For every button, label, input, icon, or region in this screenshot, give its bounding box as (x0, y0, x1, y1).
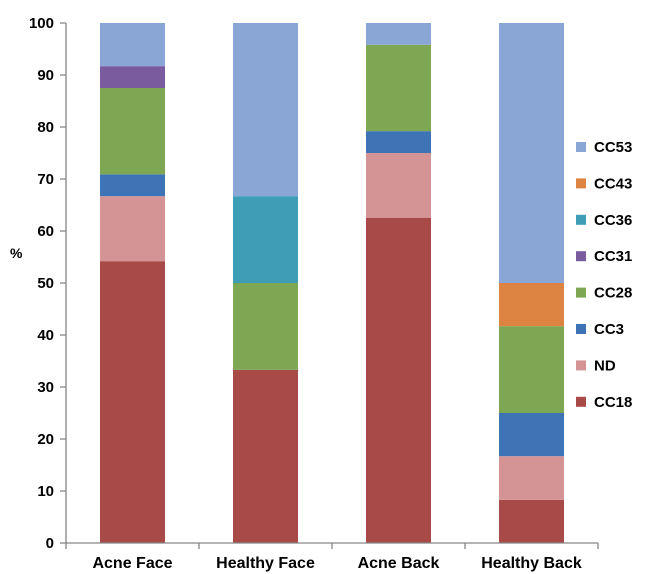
legend-label-cc43: CC43 (594, 175, 632, 192)
y-tick-label: 100 (29, 15, 54, 32)
legend-label-cc18: CC18 (594, 394, 632, 411)
bar-segment-cc28 (499, 326, 564, 413)
bar-segment-cc53 (366, 23, 431, 45)
bar-segment-nd (499, 456, 564, 500)
bar-segment-cc28 (366, 44, 431, 132)
y-tick-label: 10 (37, 483, 54, 500)
x-category-label: Acne Back (358, 555, 440, 572)
bar-segment-nd (366, 153, 431, 218)
legend-swatch-cc28 (576, 287, 586, 298)
legend-label-nd: ND (594, 357, 616, 374)
bar-segment-cc18 (233, 369, 298, 543)
legend-swatch-cc31 (576, 251, 586, 262)
y-tick-label: 50 (37, 275, 54, 292)
legend-swatch-cc53 (576, 142, 586, 152)
y-tick-label: 30 (37, 379, 54, 396)
bar-segment-cc43 (499, 283, 564, 327)
y-tick-label: 90 (37, 67, 54, 84)
y-axis: 0 10 20 30 40 50 60 70 80 90 100 (29, 15, 67, 552)
y-tick-label: 40 (37, 327, 54, 344)
legend-swatch-nd (576, 360, 586, 371)
bar-segment-cc36 (233, 196, 298, 283)
bar-segment-cc18 (366, 218, 431, 543)
bars (100, 23, 564, 543)
x-category-label: Acne Face (92, 555, 172, 572)
y-axis-label: % (10, 245, 23, 261)
legend: CC53 CC43 CC36 CC31 CC28 CC3 ND CC18 (576, 139, 632, 411)
legend-label-cc31: CC31 (594, 248, 632, 265)
bar-segment-cc53 (233, 23, 298, 197)
y-tick-label: 60 (37, 223, 54, 240)
bar-segment-cc53 (499, 23, 564, 283)
x-axis: Acne Face Healthy Face Acne Back Healthy Ba… (65, 542, 599, 572)
legend-label-cc3: CC3 (594, 321, 624, 338)
bar-segment-cc3 (499, 413, 564, 457)
legend-label-cc36: CC36 (594, 212, 632, 229)
bar-segment-cc53 (100, 23, 165, 67)
legend-swatch-cc18 (576, 396, 586, 407)
y-tick-label: 80 (37, 119, 54, 136)
legend-label-cc28: CC28 (594, 285, 632, 302)
bar-segment-cc3 (366, 131, 431, 153)
bar-segment-cc28 (233, 283, 298, 370)
legend-label-cc53: CC53 (594, 139, 632, 156)
y-tick-label: 0 (46, 535, 54, 552)
legend-swatch-cc36 (576, 214, 586, 225)
bar-segment-cc3 (100, 174, 165, 197)
y-tick-label: 20 (37, 431, 54, 448)
legend-swatch-cc3 (576, 324, 586, 334)
bar-segment-cc18 (499, 499, 564, 543)
bar-segment-cc18 (100, 261, 165, 543)
x-category-label: Healthy Back (481, 555, 582, 572)
bar-segment-nd (100, 196, 165, 262)
bar-segment-cc31 (100, 66, 165, 88)
legend-swatch-cc43 (576, 178, 586, 189)
y-tick-label: 70 (37, 171, 54, 188)
x-category-label: Healthy Face (216, 555, 315, 572)
bar-segment-cc28 (100, 88, 165, 175)
